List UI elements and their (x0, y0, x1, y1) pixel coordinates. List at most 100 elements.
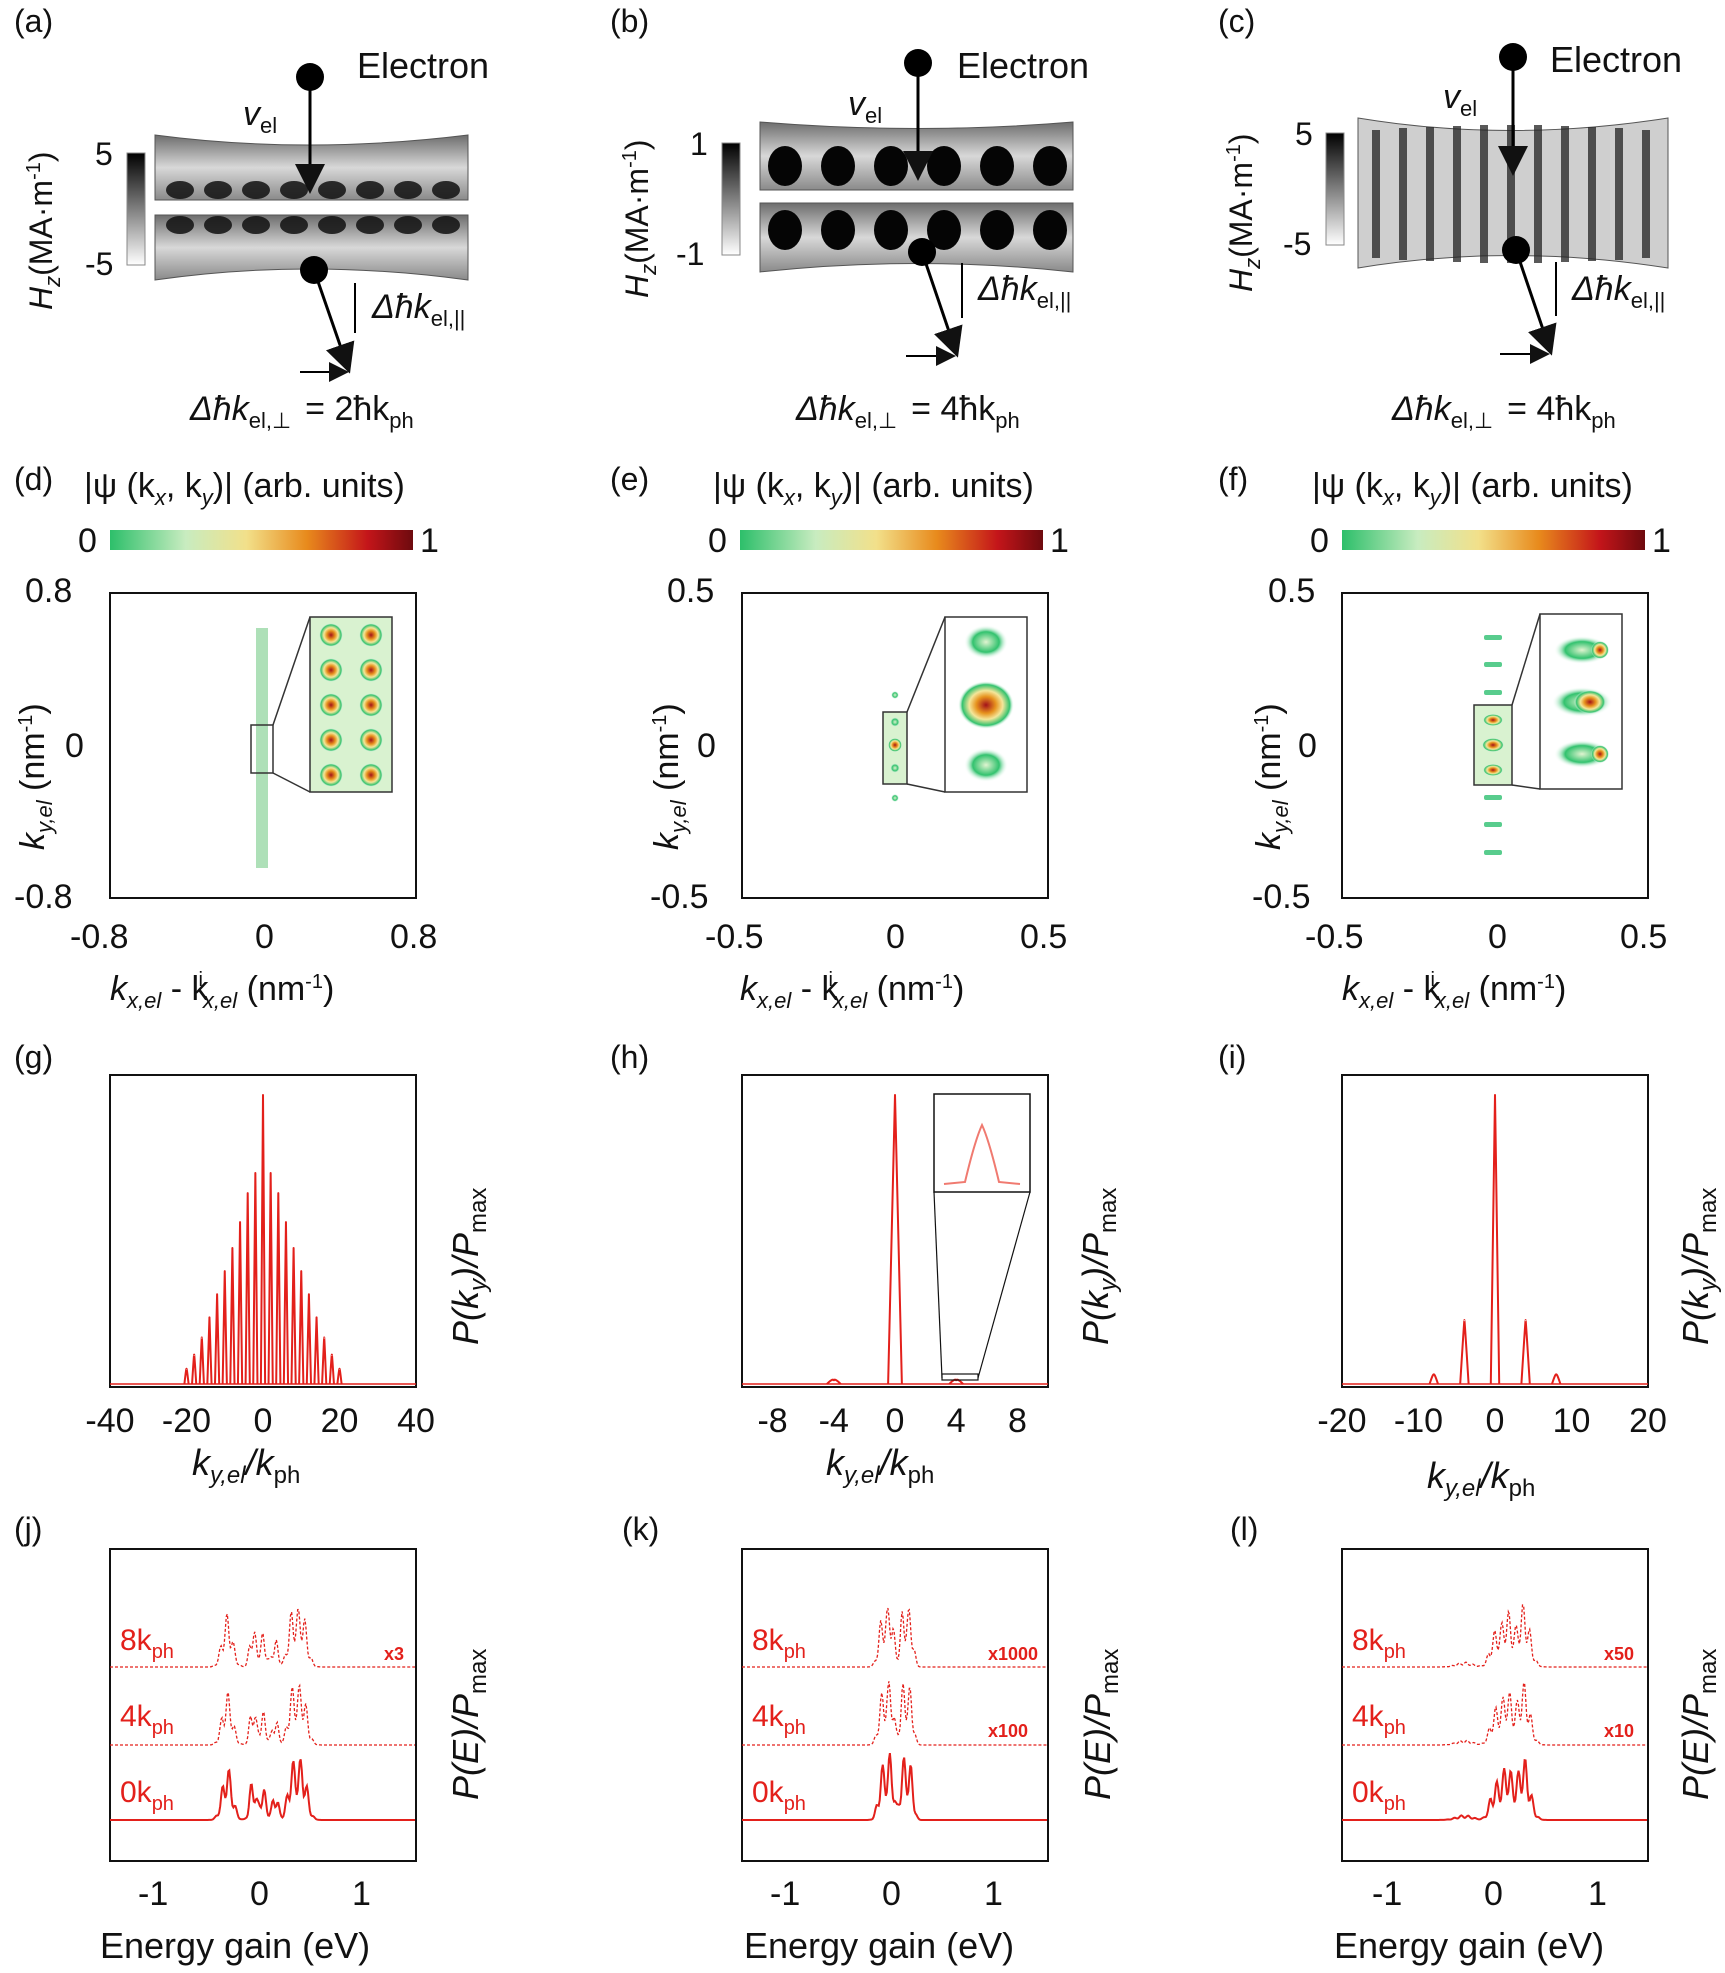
ky-axis-label: ky,el/kph (826, 1442, 934, 1489)
peak (221, 1270, 228, 1385)
svg-text:P(E)/Pmax: P(E)/Pmax (1675, 1649, 1722, 1800)
panel-letter: (d) (14, 461, 53, 497)
xtick: -10 (1394, 1402, 1443, 1440)
peak (1428, 1373, 1439, 1385)
heat-colorbar (110, 530, 413, 550)
svg-text:P(ky)/Pmax: P(ky)/Pmax (1075, 1188, 1122, 1345)
panel-letter: (k) (622, 1511, 659, 1547)
xtick: -1 (1372, 1875, 1402, 1913)
ytick: 0.5 (1268, 572, 1315, 610)
svg-text:Hz(MA·m-1): Hz(MA·m-1) (619, 139, 661, 298)
svg-text:ky,el (nm-1): ky,el (nm-1) (648, 703, 691, 850)
xtick: 0 (254, 1402, 273, 1440)
vel-label: vel (848, 85, 882, 128)
spectrum-trace (110, 1608, 415, 1668)
spectrum-trace (1342, 1758, 1647, 1821)
momentum-map (250, 616, 393, 868)
ky-axis-label: ky,el/kph (1427, 1455, 1535, 1502)
scale-factor: x1000 (988, 1644, 1038, 1664)
xtick: 0 (1486, 1402, 1505, 1440)
hz-axis-label: Hz(MA·m-1) (1223, 133, 1265, 292)
xtick: -8 (757, 1402, 787, 1440)
xtick: -0.8 (70, 918, 129, 956)
xtick: 0 (886, 918, 905, 956)
spectrum-trace (1342, 1604, 1647, 1668)
colorbar-max: 1 (1652, 522, 1671, 560)
xtick: 0 (250, 1875, 269, 1913)
xticks: -40 -20 0 20 40 (85, 1402, 434, 1440)
xtick: -0.5 (1305, 918, 1364, 956)
xtick: 1 (1588, 1875, 1607, 1913)
peak (290, 1247, 297, 1385)
peak (206, 1316, 213, 1385)
hz-axis-label: Hz(MA·m-1) (619, 139, 661, 298)
panel-j: (j) 8kph 4kph 0kph x3 P(E)/Pmax -1 0 1 E… (14, 1511, 492, 1966)
xtick: -20 (1317, 1402, 1366, 1440)
colorbar-max: 1 (1050, 522, 1069, 560)
xtick: -1 (770, 1875, 800, 1913)
peak (213, 1293, 221, 1385)
vel-label: vel (243, 95, 277, 138)
panel-letter: (f) (1218, 461, 1248, 497)
series-label-4k: 4kph (120, 1700, 174, 1739)
scale-factor: x10 (1604, 1721, 1634, 1741)
field-pattern (768, 146, 1067, 250)
plot-area (742, 1093, 1048, 1385)
electron-label: Electron (1550, 39, 1682, 80)
series-label-0k: 0kph (120, 1776, 174, 1815)
panel-h: (h) -8 -4 0 4 8 P(ky)/Pmax ky,el/kph (610, 1039, 1122, 1489)
panel-c: (c) 5 -5 Hz(MA·m-1) Electron vel Δħkel,|… (1218, 3, 1682, 433)
xtick: 0.5 (1020, 918, 1067, 956)
pe-axis-label: P(E)/Pmax (445, 1649, 492, 1800)
map-frame (109, 592, 417, 899)
plot-frame (741, 1074, 1049, 1388)
peak (313, 1316, 320, 1385)
energy-axis-label: Energy gain (eV) (744, 1925, 1014, 1966)
colorbar-title: |ψ (kx, ky)| (arb. units) (84, 467, 405, 510)
panel-e: (e) |ψ (kx, ky)| (arb. units) 0 1 0.5 0 … (610, 461, 1069, 1013)
ytick: 0.8 (25, 572, 72, 610)
peak (198, 1336, 205, 1385)
ky-axis-label: ky,el (nm-1) (1250, 703, 1293, 850)
panel-letter: (j) (14, 1511, 42, 1547)
xtick: -0.5 (705, 918, 764, 956)
colorbar-min: 0 (708, 522, 727, 560)
field-pattern (1372, 125, 1650, 263)
panel-letter: (a) (14, 3, 53, 39)
xtick: 20 (321, 1402, 359, 1440)
svg-text:P(E)/Pmax: P(E)/Pmax (1077, 1649, 1124, 1800)
peak (183, 1367, 190, 1385)
xtick: 0 (882, 1875, 901, 1913)
electron-label: Electron (957, 45, 1089, 86)
p-axis-label: P(ky)/Pmax (1075, 1188, 1122, 1345)
hz-axis-label: Hz(MA·m-1) (23, 151, 65, 310)
dk-par-label: Δħkel,|| (371, 288, 465, 331)
svg-text:P(ky)/Pmax: P(ky)/Pmax (1675, 1188, 1722, 1345)
peak (229, 1247, 236, 1385)
xtick: 8 (1008, 1402, 1027, 1440)
plot-frame (1341, 1074, 1649, 1388)
peak (252, 1172, 259, 1385)
colorbar (1325, 132, 1345, 246)
series-label-8k: 8kph (120, 1624, 174, 1663)
ky-axis-label: ky,el (nm-1) (648, 703, 691, 850)
scattered-arrow (920, 251, 963, 358)
p-axis-label: P(ky)/Pmax (1675, 1188, 1722, 1345)
svg-text:Hz(MA·m-1): Hz(MA·m-1) (23, 151, 65, 310)
pe-axis-label: P(E)/Pmax (1675, 1649, 1722, 1800)
energy-axis-label: Energy gain (eV) (1334, 1925, 1604, 1966)
plot-frame (1341, 1548, 1649, 1862)
svg-text:P(ky)/Pmax: P(ky)/Pmax (445, 1188, 492, 1345)
colorbar-min: -1 (676, 236, 704, 272)
svg-text:P(E)/Pmax: P(E)/Pmax (445, 1649, 492, 1800)
panel-b: (b) 1 -1 Hz(MA·m-1) Electron vel Δħkel,|… (610, 3, 1089, 433)
momentum-map (1473, 613, 1623, 855)
spectrum-trace (742, 1607, 1047, 1668)
panel-l: (l) 8kph 4kph 0kph x50 x10 P(E)/Pmax -1 … (1230, 1511, 1722, 1966)
ytick: 0 (697, 727, 716, 765)
kx-axis-label: kx,el - kix,el (nm-1) (1342, 969, 1566, 1013)
plot-frame (109, 1548, 417, 1862)
xtick: 10 (1553, 1402, 1591, 1440)
plot-area (742, 1607, 1047, 1821)
spectrum-trace (110, 1683, 415, 1746)
